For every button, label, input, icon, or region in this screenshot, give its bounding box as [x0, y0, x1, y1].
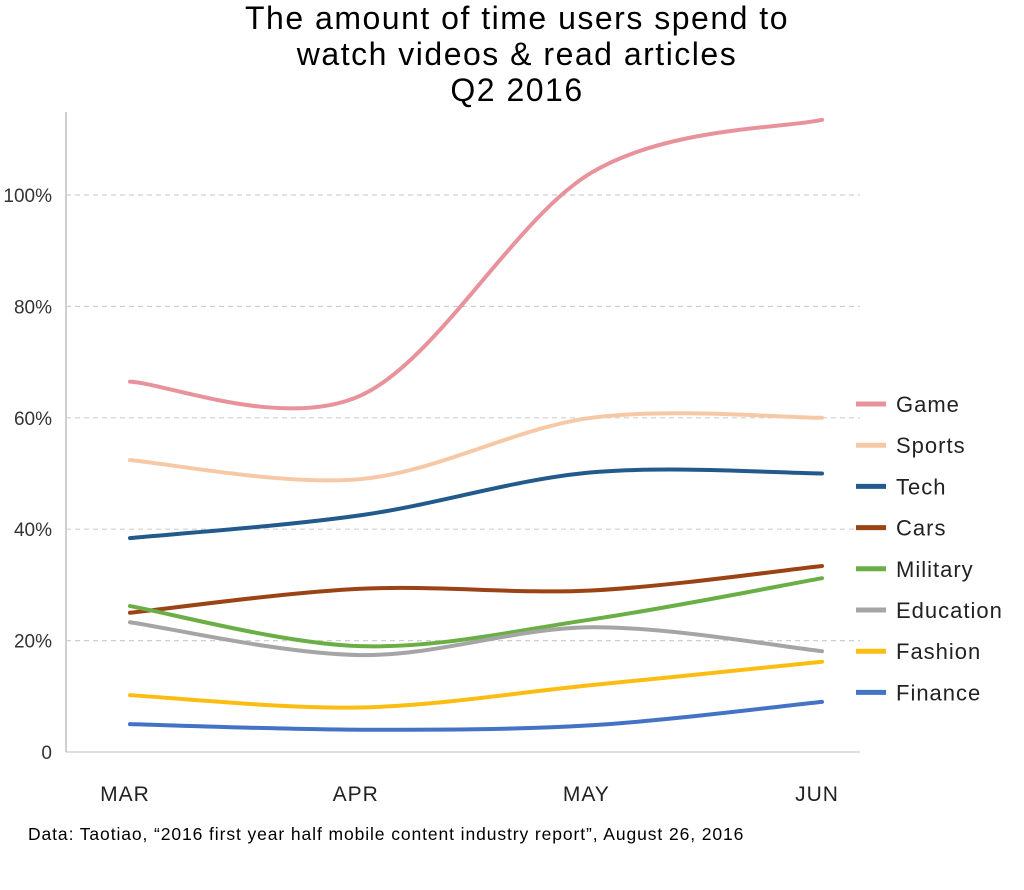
legend-label-cars: Cars: [896, 516, 946, 541]
legend-label-education: Education: [896, 598, 1003, 623]
y-tick-label: 20%: [14, 632, 52, 653]
series-line-cars: [128, 563, 824, 615]
y-tick-label: 0: [41, 743, 52, 764]
source-note: Data: Taotiao, “2016 first year half mob…: [28, 824, 745, 844]
x-tick-label: MAY: [563, 783, 610, 806]
series-line-game: [128, 117, 824, 411]
legend-label-military: Military: [896, 557, 974, 582]
chart-title: The amount of time users spend to watch …: [0, 0, 1024, 108]
chart-title-line-1: The amount of time users spend to: [245, 0, 789, 36]
series-line-finance: [128, 699, 824, 732]
series-line-sports: [128, 411, 824, 483]
y-tick-label: 60%: [14, 409, 52, 430]
series-line-military: [128, 576, 824, 649]
y-tick-label: 100%: [3, 186, 52, 207]
legend-label-game: Game: [896, 392, 960, 417]
x-tick-label: APR: [333, 783, 379, 806]
legend-label-sports: Sports: [896, 433, 966, 458]
chart-title-line-3: Q2 2016: [450, 72, 584, 108]
series-line-tech: [128, 467, 824, 541]
y-tick-label: 40%: [14, 520, 52, 541]
legend-label-finance: Finance: [896, 680, 981, 705]
x-tick-label: MAR: [100, 783, 150, 806]
series-line-fashion: [128, 659, 824, 710]
legend-label-tech: Tech: [896, 474, 946, 499]
y-tick-label: 80%: [14, 297, 52, 318]
chart-title-line-2: watch videos & read articles: [296, 36, 738, 72]
x-tick-label: JUN: [795, 783, 839, 806]
legend-label-fashion: Fashion: [896, 639, 981, 664]
series-line-education: [128, 620, 824, 658]
